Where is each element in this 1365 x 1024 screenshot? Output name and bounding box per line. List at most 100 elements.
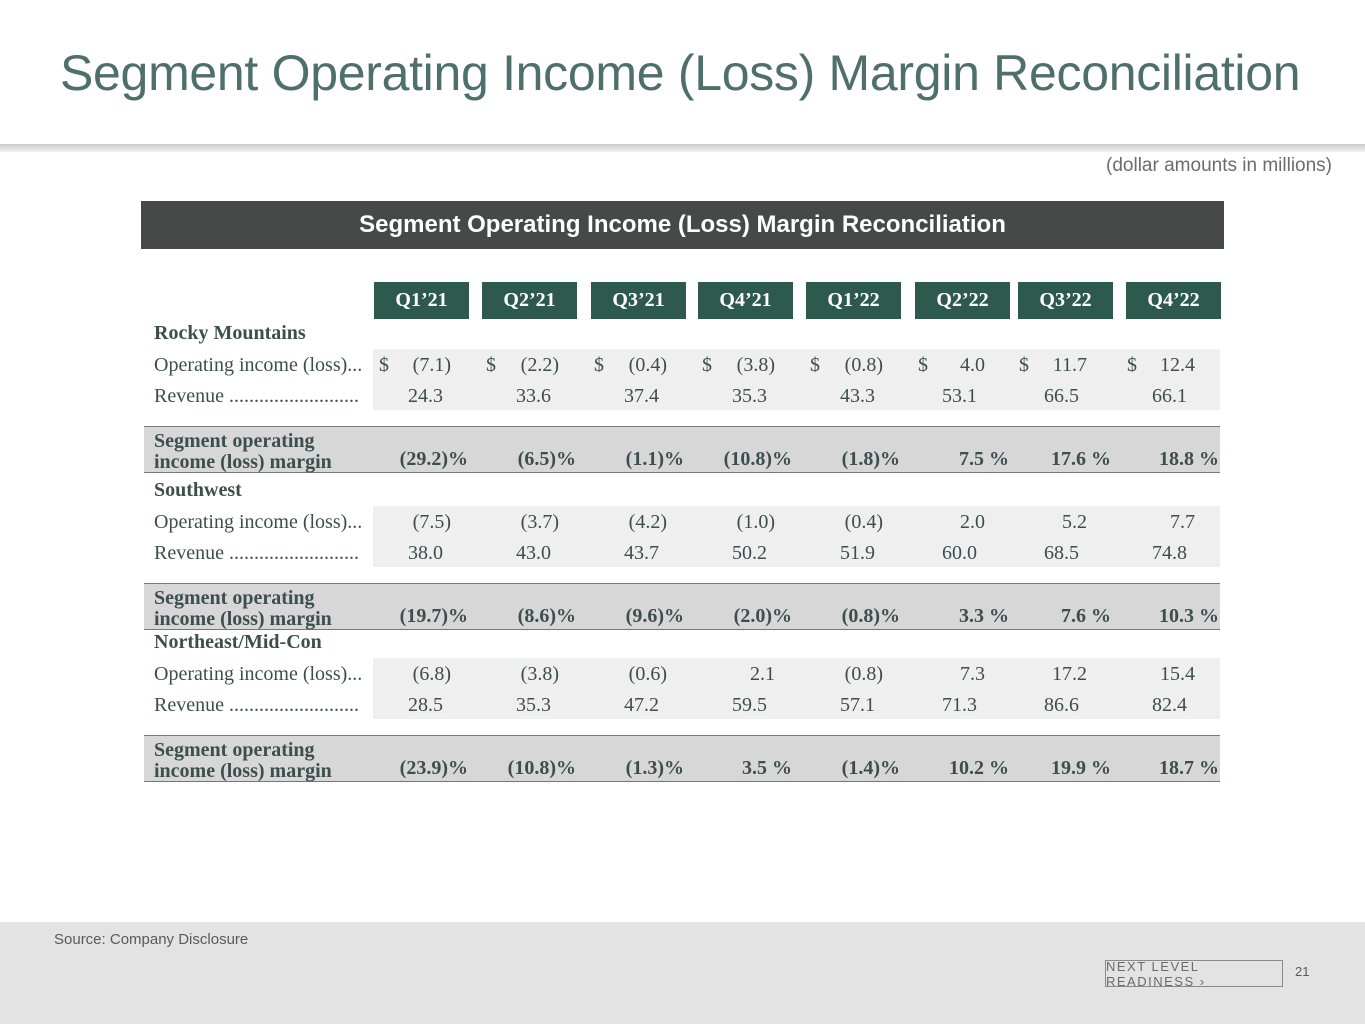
operating-income-value: 17.2 [1052,663,1087,685]
segment-name: Northeast/Mid-Con [154,631,322,653]
margin-value: 7.5 % [959,448,1009,470]
segment-name: Southwest [154,479,242,501]
margin-label: income (loss) margin [154,760,332,782]
margin-value: (10.8)% [507,757,576,779]
revenue-value: 33.6 [516,385,551,407]
operating-income-label: Operating income (loss)... [154,354,363,376]
quarter-header: Q3’22 [1018,282,1113,319]
revenue-value: 82.4 [1152,694,1187,716]
revenue-value: 43.3 [840,385,875,407]
dollar-sign: $ [594,354,604,376]
operating-income-value: 11.7 [1052,354,1087,376]
quarter-header: Q4’21 [698,282,793,319]
revenue-label: Revenue .......................... [154,542,359,564]
revenue-value: 57.1 [840,694,875,716]
source-note: Source: Company Disclosure [54,931,249,948]
margin-value: (0.8)% [841,605,900,627]
revenue-value: 53.1 [942,385,977,407]
revenue-value: 38.0 [408,542,443,564]
segment-margin-band [144,735,1220,782]
quarter-header: Q1’22 [806,282,901,319]
revenue-value: 86.6 [1044,694,1079,716]
operating-income-value: (0.4) [628,354,667,376]
operating-income-value: (6.8) [412,663,451,685]
segment-name: Rocky Mountains [154,322,306,344]
segment-data-band [373,506,1220,567]
margin-value: (2.0)% [733,605,792,627]
revenue-value: 35.3 [732,385,767,407]
operating-income-value: 15.4 [1160,663,1195,685]
margin-value: (1.8)% [841,448,900,470]
revenue-value: 51.9 [840,542,875,564]
dollar-sign: $ [379,354,389,376]
margin-value: 10.3 % [1159,605,1219,627]
revenue-value: 47.2 [624,694,659,716]
margin-value: (8.6)% [517,605,576,627]
operating-income-label: Operating income (loss)... [154,663,363,685]
margin-value: 7.6 % [1061,605,1111,627]
operating-income-value: (2.2) [520,354,559,376]
margin-label: Segment operating [154,739,315,761]
table-title: Segment Operating Income (Loss) Margin R… [141,201,1224,249]
operating-income-value: 7.7 [1170,511,1195,533]
dollar-sign: $ [702,354,712,376]
operating-income-value: 12.4 [1160,354,1195,376]
quarter-header: Q1’21 [374,282,469,319]
footer-bar [0,922,1365,1024]
dollar-sign: $ [1127,354,1137,376]
margin-value: (6.5)% [517,448,576,470]
operating-income-value: (0.8) [844,354,883,376]
operating-income-label: Operating income (loss)... [154,511,363,533]
segment-margin-band [144,426,1220,473]
dollar-sign: $ [1019,354,1029,376]
margin-value: (19.7)% [399,605,468,627]
segment-data-band [373,349,1220,410]
quarter-header: Q2’22 [915,282,1010,319]
operating-income-value: (0.8) [844,663,883,685]
operating-income-value: 5.2 [1062,511,1087,533]
revenue-value: 66.1 [1152,385,1187,407]
operating-income-value: 2.1 [750,663,775,685]
margin-value: (23.9)% [399,757,468,779]
margin-value: (10.8)% [723,448,792,470]
revenue-value: 59.5 [732,694,767,716]
margin-value: 17.6 % [1051,448,1111,470]
units-note: (dollar amounts in millions) [1106,155,1332,176]
revenue-value: 43.0 [516,542,551,564]
revenue-value: 28.5 [408,694,443,716]
margin-label: Segment operating [154,587,315,609]
revenue-value: 60.0 [942,542,977,564]
slide-title: Segment Operating Income (Loss) Margin R… [60,45,1301,101]
revenue-label: Revenue .......................... [154,694,359,716]
margin-label: income (loss) margin [154,608,332,630]
operating-income-value: 7.3 [960,663,985,685]
revenue-value: 74.8 [1152,542,1187,564]
operating-income-value: (3.8) [520,663,559,685]
margin-value: 19.9 % [1051,757,1111,779]
margin-value: 18.8 % [1159,448,1219,470]
margin-value: 10.2 % [949,757,1009,779]
operating-income-value: (1.0) [736,511,775,533]
quarter-header: Q3’21 [591,282,686,319]
revenue-label: Revenue .......................... [154,385,359,407]
brand-tagline: NEXT LEVEL READINESS › [1105,959,1283,989]
dollar-sign: $ [486,354,496,376]
quarter-header: Q4’22 [1126,282,1221,319]
operating-income-value: (3.7) [520,511,559,533]
revenue-value: 43.7 [624,542,659,564]
revenue-value: 66.5 [1044,385,1079,407]
margin-value: (1.4)% [841,757,900,779]
revenue-value: 35.3 [516,694,551,716]
revenue-value: 50.2 [732,542,767,564]
revenue-value: 68.5 [1044,542,1079,564]
margin-value: (29.2)% [399,448,468,470]
margin-value: (1.1)% [625,448,684,470]
quarter-header: Q2’21 [482,282,577,319]
dollar-sign: $ [918,354,928,376]
margin-value: 3.3 % [959,605,1009,627]
operating-income-value: (0.6) [628,663,667,685]
title-divider [0,144,1365,152]
operating-income-value: 2.0 [960,511,985,533]
margin-value: 3.5 % [742,757,792,779]
revenue-value: 37.4 [624,385,659,407]
